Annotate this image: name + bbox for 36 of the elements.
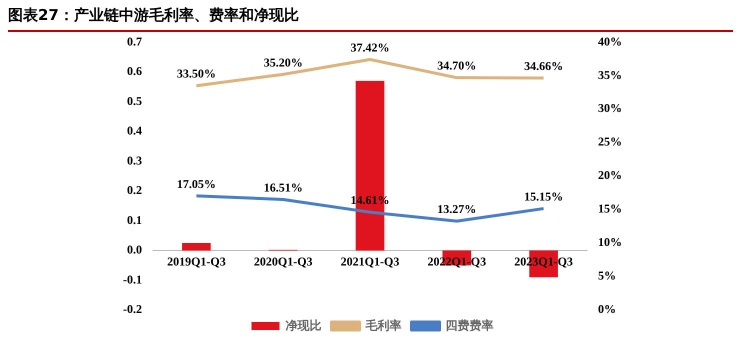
y2-tick-label: 15% (598, 202, 622, 216)
x-tick-label: 2020Q1-Q3 (254, 254, 313, 269)
bar (182, 243, 211, 250)
y-tick-label: 0.7 (126, 34, 142, 48)
y-tick-label: 0.4 (126, 124, 142, 138)
x-tick-label: 2019Q1-Q3 (167, 254, 226, 269)
y-tick-label: 0.6 (126, 64, 142, 78)
y2-tick-label: 35% (598, 68, 622, 82)
data-label: 13.27% (437, 202, 476, 216)
data-label: 34.66% (524, 58, 564, 73)
y2-tick-label: 25% (598, 134, 622, 149)
legend-label: 净现比 (286, 318, 322, 332)
chart-title: 图表27：产业链中游毛利率、费率和净现比 (8, 6, 733, 32)
y-tick-label: 0.1 (126, 212, 142, 227)
y-tick-label: 0.2 (126, 183, 142, 198)
y2-tick-label: 0% (598, 302, 616, 316)
y2-tick-label: 30% (598, 101, 622, 116)
data-label: 15.15% (524, 190, 564, 204)
data-label: 17.05% (176, 176, 216, 191)
y-tick-label: -0.1 (122, 272, 142, 286)
legend-label: 四费费率 (446, 318, 494, 332)
x-tick-label: 2021Q1-Q3 (340, 254, 400, 269)
y2-tick-label: 40% (598, 34, 622, 48)
legend-label: 毛利率 (364, 318, 402, 332)
y2-tick-label: 10% (598, 235, 622, 250)
y-tick-label: -0.2 (122, 302, 142, 316)
data-label: 16.51% (264, 180, 303, 194)
data-label: 35.20% (264, 55, 303, 70)
y2-tick-label: 5% (598, 268, 616, 283)
y-tick-label: 0.5 (126, 94, 142, 108)
data-label: 34.70% (437, 58, 476, 73)
y-tick-label: 0.3 (126, 153, 142, 168)
data-label: 33.50% (176, 66, 216, 81)
y-tick-label: 0.0 (126, 242, 142, 257)
y2-tick-label: 20% (598, 168, 622, 182)
data-label: 37.42% (350, 40, 390, 54)
